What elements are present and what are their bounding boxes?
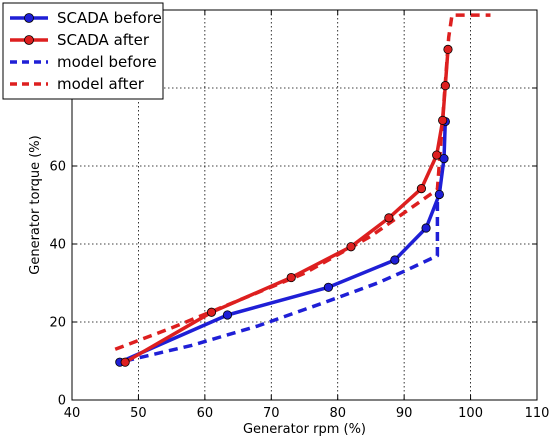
data-point-scada-after	[432, 150, 442, 160]
series-line-scada-after	[124, 49, 450, 364]
legend-label-model-before: model before	[57, 53, 157, 71]
series-line-scada-before	[119, 121, 448, 364]
data-point-scada-after	[438, 115, 448, 125]
data-point-scada-before	[323, 282, 334, 292]
x-tick-label: 70	[263, 406, 280, 421]
x-tick-label: 100	[458, 406, 483, 421]
data-point-scada-before	[439, 153, 449, 164]
ticks: 405060708090100110020406080	[49, 10, 549, 421]
data-point-scada-after	[206, 307, 217, 317]
x-tick-label: 110	[525, 406, 550, 421]
legend-label-scada-before: SCADA before	[57, 9, 162, 27]
x-tick-label: 90	[396, 406, 413, 421]
y-tick-label: 0	[58, 394, 66, 409]
series-layer	[114, 13, 491, 367]
legend: SCADA before SCADA after model before model…	[2, 2, 164, 100]
y-axis-label: Generator torque (%)	[28, 135, 43, 274]
plot-frame	[71, 9, 538, 401]
x-axis-label: Generator rpm (%)	[243, 422, 366, 437]
data-point-scada-after	[120, 357, 130, 367]
y-tick-label: 20	[49, 316, 66, 331]
data-point-scada-after	[416, 184, 427, 194]
x-tick-label: 50	[130, 406, 147, 421]
data-point-scada-after	[443, 44, 453, 54]
data-point-scada-before	[421, 223, 431, 233]
data-point-scada-after	[440, 81, 450, 91]
data-point-scada-after	[286, 272, 296, 283]
series-model-before	[124, 197, 440, 363]
x-tick-label: 60	[197, 406, 214, 421]
series-line-model-before	[124, 197, 440, 363]
x-tick-label: 80	[329, 406, 346, 421]
data-point-scada-after	[346, 242, 356, 252]
data-point-scada-before	[390, 255, 400, 265]
data-point-scada-before	[222, 310, 233, 320]
y-tick-label: 40	[49, 238, 66, 253]
x-tick-label: 40	[64, 406, 81, 421]
legend-label-model-after: model after	[57, 75, 145, 93]
y-tick-label: 60	[49, 160, 66, 175]
series-scada-after	[120, 44, 453, 367]
data-point-scada-after	[384, 213, 394, 223]
data-point-scada-before	[434, 189, 444, 200]
legend-marker-scada-after	[24, 35, 34, 45]
legend-label-scada-after: SCADA after	[57, 31, 150, 49]
legend-marker-scada-before	[24, 13, 34, 23]
